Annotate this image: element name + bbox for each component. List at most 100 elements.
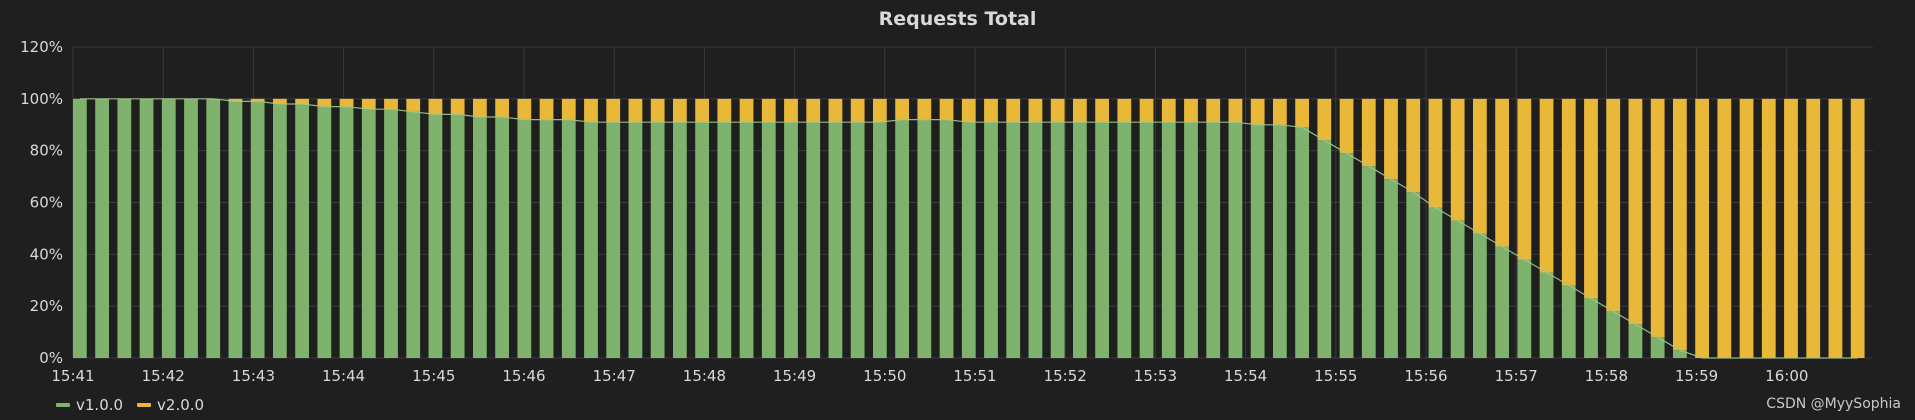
bar-v1[interactable]: [695, 122, 709, 359]
bar-v2[interactable]: [1673, 98, 1687, 351]
bar-v1[interactable]: [450, 114, 465, 358]
bar-v2[interactable]: [1273, 98, 1287, 125]
bar-v2[interactable]: [650, 98, 665, 123]
bar-v2[interactable]: [250, 98, 265, 102]
bar-v2[interactable]: [1717, 98, 1732, 358]
bar-v2[interactable]: [1517, 98, 1532, 260]
bar-v2[interactable]: [273, 98, 287, 105]
bar-v1[interactable]: [895, 119, 909, 358]
bar-v1[interactable]: [295, 104, 309, 359]
bar-v2[interactable]: [339, 98, 354, 107]
bar-v1[interactable]: [1495, 246, 1509, 358]
bar-v1[interactable]: [1028, 122, 1043, 359]
bar-v2[interactable]: [1295, 98, 1309, 128]
bar-v2[interactable]: [1561, 98, 1576, 286]
bar-v2[interactable]: [428, 98, 443, 115]
bar-v2[interactable]: [939, 98, 954, 120]
bar-v2[interactable]: [473, 98, 487, 117]
bar-v1[interactable]: [539, 119, 554, 358]
bar-v2[interactable]: [517, 98, 532, 120]
bar-v1[interactable]: [273, 104, 287, 359]
bar-v2[interactable]: [739, 98, 754, 123]
bar-v1[interactable]: [1006, 122, 1021, 359]
bar-v2[interactable]: [828, 98, 843, 123]
bar-v2[interactable]: [495, 98, 509, 117]
bar-v1[interactable]: [1295, 127, 1309, 358]
bar-v1[interactable]: [1117, 122, 1132, 359]
bar-v1[interactable]: [73, 98, 87, 358]
bar-v2[interactable]: [1628, 98, 1643, 325]
bar-v1[interactable]: [1650, 337, 1665, 358]
bar-v2[interactable]: [295, 98, 309, 105]
bar-v1[interactable]: [206, 98, 221, 358]
bar-v2[interactable]: [1095, 98, 1109, 123]
bar-v2[interactable]: [961, 98, 976, 123]
bar-v2[interactable]: [1184, 98, 1198, 123]
bar-v1[interactable]: [1228, 122, 1243, 359]
bar-v1[interactable]: [984, 122, 998, 359]
bar-v2[interactable]: [584, 98, 598, 123]
bar-v1[interactable]: [561, 119, 576, 358]
bar-v2[interactable]: [561, 98, 576, 120]
bar-v1[interactable]: [584, 122, 598, 359]
bar-v2[interactable]: [1117, 98, 1132, 123]
bar-v2[interactable]: [628, 98, 643, 123]
bar-v1[interactable]: [1206, 122, 1221, 359]
bar-v1[interactable]: [517, 119, 532, 358]
bar-v2[interactable]: [539, 98, 554, 120]
bar-v2[interactable]: [317, 98, 332, 107]
bar-v2[interactable]: [1050, 98, 1065, 123]
bar-v2[interactable]: [1473, 98, 1487, 234]
bar-v2[interactable]: [895, 98, 909, 120]
bar-v2[interactable]: [1339, 98, 1354, 154]
bar-v2[interactable]: [1584, 98, 1598, 299]
bar-v1[interactable]: [250, 101, 265, 359]
bar-v2[interactable]: [1739, 98, 1754, 358]
bar-v1[interactable]: [761, 122, 776, 359]
bar-v2[interactable]: [606, 98, 621, 123]
bar-v2[interactable]: [1028, 98, 1043, 123]
bar-v2[interactable]: [1206, 98, 1221, 123]
bar-v1[interactable]: [361, 109, 376, 358]
bar-v1[interactable]: [873, 122, 887, 359]
bar-v1[interactable]: [1450, 220, 1465, 358]
bar-v2[interactable]: [1695, 98, 1709, 358]
bar-v1[interactable]: [628, 122, 643, 359]
bar-v2[interactable]: [361, 98, 376, 110]
bar-v2[interactable]: [1406, 98, 1421, 193]
bar-v2[interactable]: [673, 98, 687, 123]
bar-v2[interactable]: [1761, 98, 1776, 358]
bar-v1[interactable]: [1361, 166, 1376, 358]
bar-v2[interactable]: [228, 98, 243, 102]
bar-v1[interactable]: [1384, 179, 1398, 358]
bar-v2[interactable]: [1384, 98, 1398, 180]
bar-v2[interactable]: [806, 98, 821, 123]
bar-v2[interactable]: [1073, 98, 1087, 123]
bar-v2[interactable]: [1828, 98, 1843, 358]
bar-v1[interactable]: [961, 122, 976, 359]
legend-item-v1[interactable]: v1.0.0: [56, 396, 123, 414]
bar-v1[interactable]: [1539, 272, 1554, 358]
bar-v1[interactable]: [1561, 285, 1576, 358]
bar-v1[interactable]: [917, 119, 932, 358]
bar-v1[interactable]: [1161, 122, 1176, 359]
bar-v2[interactable]: [1317, 98, 1332, 141]
bar-v1[interactable]: [228, 101, 243, 359]
bar-v2[interactable]: [984, 98, 998, 123]
bar-v1[interactable]: [673, 122, 687, 359]
bar-v1[interactable]: [1517, 259, 1532, 358]
bar-v1[interactable]: [606, 122, 621, 359]
bar-v2[interactable]: [1006, 98, 1021, 123]
bar-v2[interactable]: [761, 98, 776, 123]
bar-v1[interactable]: [95, 98, 109, 358]
bar-v2[interactable]: [1650, 98, 1665, 338]
bar-v1[interactable]: [1606, 311, 1621, 358]
legend-item-v2[interactable]: v2.0.0: [137, 396, 204, 414]
bar-v2[interactable]: [1428, 98, 1443, 208]
bar-v2[interactable]: [1228, 98, 1243, 123]
bar-v2[interactable]: [1539, 98, 1554, 273]
bar-v1[interactable]: [739, 122, 754, 359]
bar-v2[interactable]: [873, 98, 887, 123]
bar-v2[interactable]: [717, 98, 732, 123]
bar-v1[interactable]: [1273, 124, 1287, 358]
